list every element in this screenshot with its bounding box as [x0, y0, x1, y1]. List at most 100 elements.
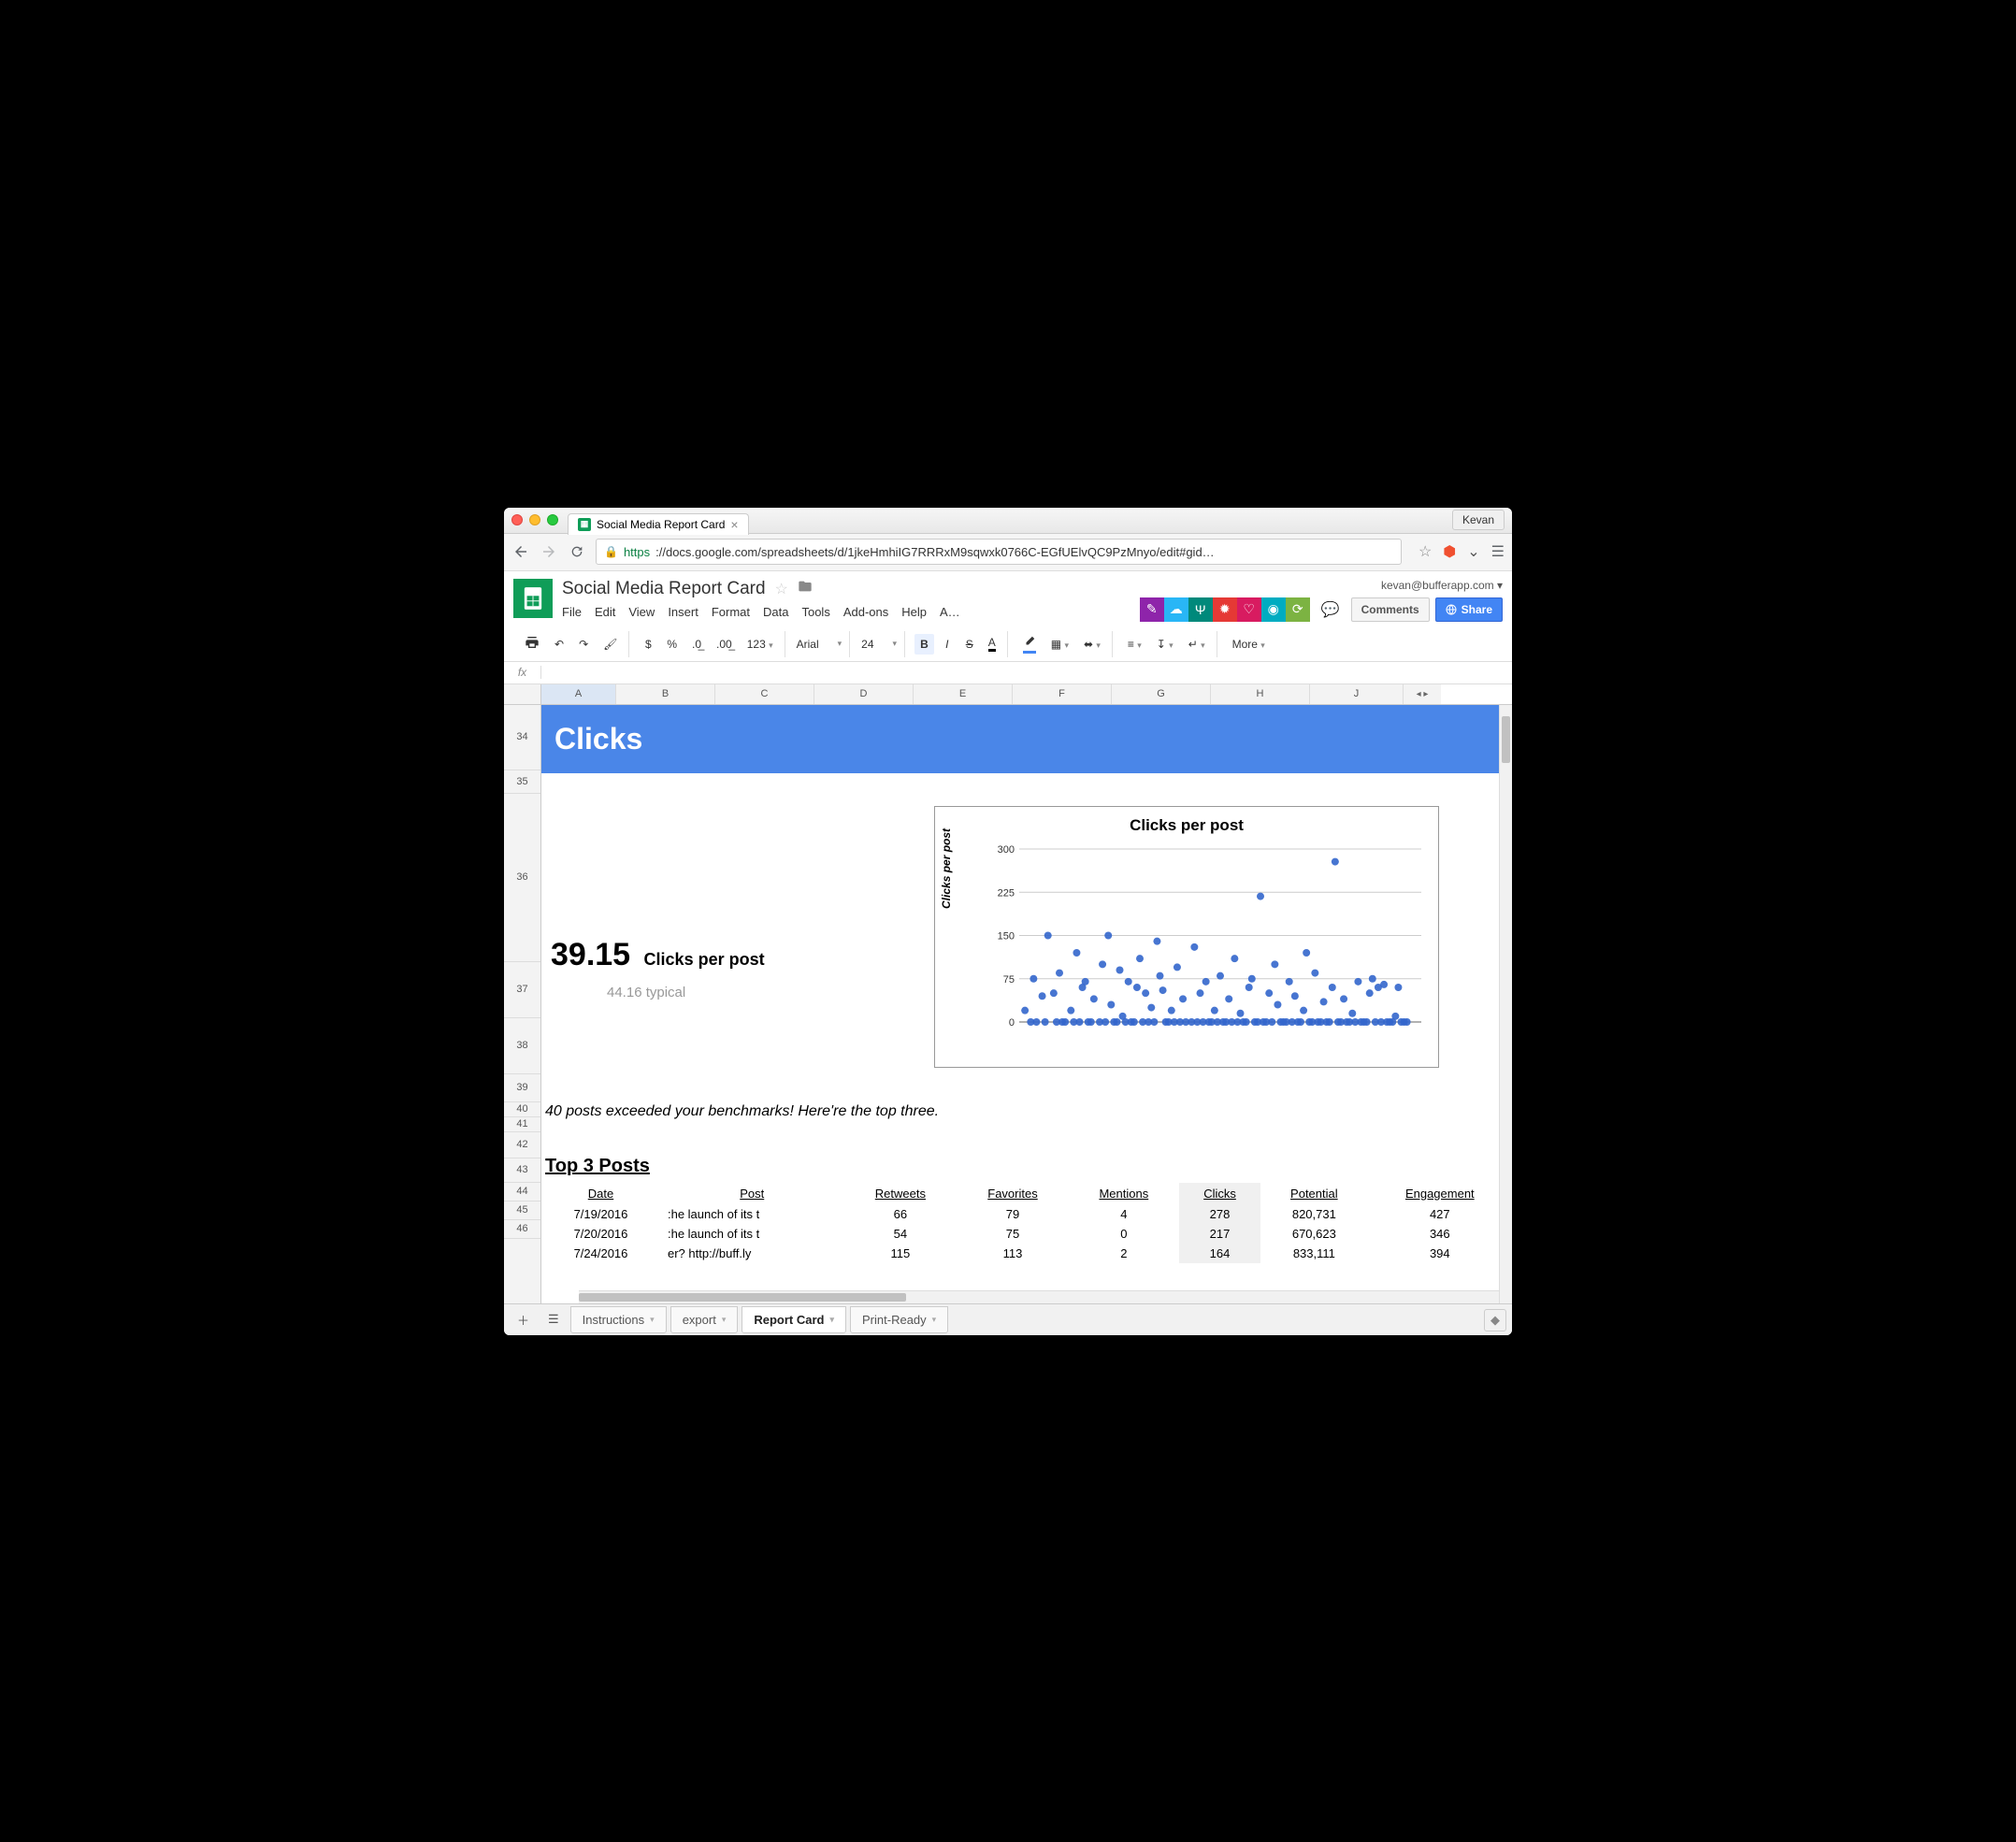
addon-icon-5[interactable]: ◉ [1261, 597, 1286, 622]
bold-button[interactable]: B [914, 634, 934, 655]
column-header-J[interactable]: J [1310, 684, 1404, 704]
address-bar[interactable]: 🔒 https://docs.google.com/spreadsheets/d… [596, 539, 1402, 565]
move-folder-icon[interactable] [798, 579, 813, 598]
formula-bar: fx [504, 662, 1512, 684]
menu-insert[interactable]: Insert [668, 605, 698, 619]
maximize-window-button[interactable] [547, 514, 558, 525]
fill-color-button[interactable] [1017, 631, 1042, 657]
addon-icon-2[interactable]: Ψ [1188, 597, 1213, 622]
font-size-select[interactable]: 24 [861, 638, 873, 651]
wrap-button[interactable]: ↵ ▾ [1183, 634, 1211, 655]
comments-button[interactable]: Comments [1351, 597, 1430, 622]
menu-a[interactable]: A… [940, 605, 960, 619]
add-sheet-button[interactable]: ＋ [510, 1311, 537, 1329]
italic-button[interactable]: I [938, 634, 957, 655]
h-align-button[interactable]: ≡ ▾ [1122, 634, 1147, 655]
addon-icon-3[interactable]: ✹ [1213, 597, 1237, 622]
reload-button[interactable] [568, 542, 586, 561]
row-header-38[interactable]: 38 [504, 1018, 540, 1074]
row-header-44[interactable]: 44 [504, 1183, 540, 1202]
row-header-34[interactable]: 34 [504, 705, 540, 770]
row-header-36[interactable]: 36 [504, 794, 540, 962]
more-toolbar-button[interactable]: More ▾ [1227, 634, 1271, 655]
sheets-logo[interactable] [513, 579, 553, 618]
addon-icon-4[interactable]: ♡ [1237, 597, 1261, 622]
browser-tab[interactable]: ▦ Social Media Report Card × [568, 513, 749, 535]
menu-view[interactable]: View [628, 605, 655, 619]
currency-icon[interactable]: $ [639, 634, 657, 655]
addon-icon-0[interactable]: ✎ [1140, 597, 1164, 622]
menu-file[interactable]: File [562, 605, 582, 619]
column-header-F[interactable]: F [1013, 684, 1112, 704]
more-formats-button[interactable]: 123 ▾ [742, 634, 779, 655]
chat-icon[interactable]: 💬 [1316, 600, 1346, 619]
menu-help[interactable]: Help [901, 605, 927, 619]
undo-icon[interactable]: ↶ [549, 634, 569, 655]
menu-data[interactable]: Data [763, 605, 788, 619]
addon-icon-6[interactable]: ⟳ [1286, 597, 1310, 622]
column-header-D[interactable]: D [814, 684, 914, 704]
column-scroll-nav[interactable]: ◂ ▸ [1404, 684, 1441, 704]
document-title[interactable]: Social Media Report Card [562, 579, 766, 599]
decrease-decimal-icon[interactable]: .0̲ [686, 634, 707, 655]
paint-format-icon[interactable]: 🖌 [598, 634, 623, 655]
forward-button[interactable] [540, 542, 558, 561]
redo-icon[interactable]: ↷ [573, 634, 594, 655]
column-header-B[interactable]: B [616, 684, 715, 704]
tab-title: Social Media Report Card [597, 518, 725, 531]
sheet-tab-export[interactable]: export▾ [670, 1306, 739, 1333]
column-header-E[interactable]: E [914, 684, 1013, 704]
menu-addons[interactable]: Add-ons [843, 605, 888, 619]
column-header-C[interactable]: C [715, 684, 814, 704]
strike-button[interactable]: S [960, 634, 979, 655]
horizontal-scrollbar[interactable] [579, 1290, 1499, 1303]
sheet-tab-instructions[interactable]: Instructions▾ [570, 1306, 667, 1333]
traffic-lights [511, 514, 558, 525]
tab-close-icon[interactable]: × [730, 518, 738, 531]
row-header-45[interactable]: 45 [504, 1202, 540, 1220]
chrome-profile-button[interactable]: Kevan [1452, 510, 1505, 530]
row-header-37[interactable]: 37 [504, 962, 540, 1018]
row-header-39[interactable]: 39 [504, 1074, 540, 1102]
back-button[interactable] [511, 542, 530, 561]
ublock-icon[interactable]: ⬢ [1443, 542, 1456, 561]
row-header-46[interactable]: 46 [504, 1220, 540, 1239]
all-sheets-button[interactable]: ☰ [540, 1312, 567, 1327]
row-header-43[interactable]: 43 [504, 1158, 540, 1183]
select-all-corner[interactable] [504, 684, 541, 704]
sheet-tab-print-ready[interactable]: Print-Ready▾ [850, 1306, 948, 1333]
table-header-potential: Potential [1260, 1183, 1368, 1204]
vertical-scrollbar[interactable] [1499, 705, 1512, 1303]
percent-icon[interactable]: % [661, 634, 683, 655]
text-color-button[interactable]: A [983, 632, 1001, 655]
minimize-window-button[interactable] [529, 514, 540, 525]
menu-edit[interactable]: Edit [595, 605, 615, 619]
chrome-menu-icon[interactable]: ☰ [1491, 542, 1505, 561]
font-family-select[interactable]: Arial [797, 638, 819, 651]
print-icon[interactable] [519, 631, 545, 656]
column-header-G[interactable]: G [1112, 684, 1211, 704]
share-button[interactable]: Share [1435, 597, 1503, 622]
row-header-40[interactable]: 40 [504, 1102, 540, 1117]
column-header-A[interactable]: A [541, 684, 616, 704]
star-document-icon[interactable]: ☆ [775, 580, 788, 598]
bookmark-star-icon[interactable]: ☆ [1418, 542, 1432, 561]
close-window-button[interactable] [511, 514, 523, 525]
borders-button[interactable]: ▦ ▾ [1045, 634, 1074, 655]
column-header-H[interactable]: H [1211, 684, 1310, 704]
menu-format[interactable]: Format [712, 605, 750, 619]
sheet-tab-report-card[interactable]: Report Card▾ [742, 1306, 846, 1333]
user-email[interactable]: kevan@bufferapp.com ▾ [1381, 579, 1503, 592]
explore-button[interactable]: ◆ [1484, 1309, 1506, 1331]
sheet-content[interactable]: Clicks 39.15 Clicks per post 44.16 typic… [541, 705, 1512, 1303]
merge-button[interactable]: ⬌ ▾ [1078, 634, 1106, 655]
pocket-icon[interactable]: ⌄ [1467, 542, 1479, 561]
v-align-button[interactable]: ↧ ▾ [1151, 634, 1179, 655]
increase-decimal-icon[interactable]: .00̲ [711, 634, 738, 655]
menu-tools[interactable]: Tools [801, 605, 829, 619]
window-titlebar: ▦ Social Media Report Card × Kevan [504, 508, 1512, 534]
row-header-35[interactable]: 35 [504, 770, 540, 794]
row-header-42[interactable]: 42 [504, 1132, 540, 1158]
row-header-41[interactable]: 41 [504, 1117, 540, 1132]
addon-icon-1[interactable]: ☁ [1164, 597, 1188, 622]
